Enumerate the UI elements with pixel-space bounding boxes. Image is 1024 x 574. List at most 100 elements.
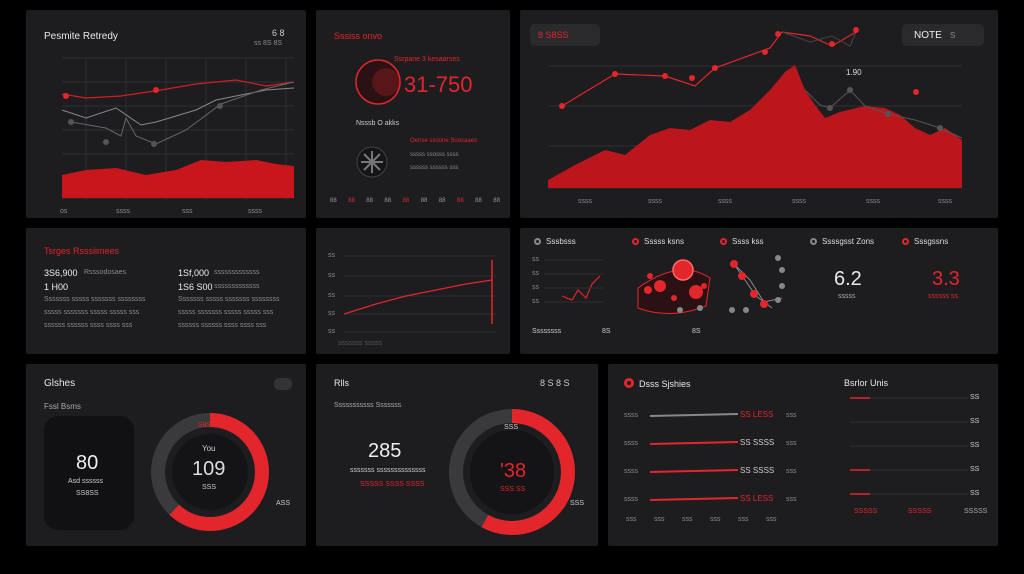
gauge-ring-top: You [202,444,216,453]
units-x-label: SSSSS [854,508,878,515]
record-icon [624,378,634,388]
kpi-legend-label: Sssbsss [546,237,576,246]
toolbar-button[interactable]: 88 [366,198,373,204]
gauges-title: Glshes [44,378,76,389]
notes-sub: S [950,31,956,40]
series-lines [649,397,968,501]
score-value-tag: SSSSS SSSS SSSS [360,481,425,488]
units-title: Bsrlor Unis [844,378,889,388]
trend-panel: ss ss ss ss ss sssssss sssss [316,228,510,354]
kpi1-value: 6.2 [834,268,862,290]
kpi-mini-charts [544,255,785,315]
series-title-row: Dsss Sjshies [624,378,691,389]
metrics-big-label: Ssrpane 3 kesaarses [394,56,460,63]
metrics-toolbar: 88 88 88 88 88 88 88 88 88 88 [330,198,500,204]
score-value: 285 [368,440,402,462]
score-controls[interactable]: 8 S 8 S [540,378,570,388]
series-row-label: ssss [624,440,638,447]
metrics-panel: Sssiss onvo Ssrpane 3 kesaarses 31-750 N… [316,10,510,218]
series-x-label: sss [738,516,749,523]
main-tab[interactable]: 8 S8SS [530,24,600,46]
score-side-label: SSS [570,500,585,507]
kpi-legend-item[interactable]: Sssgssns [902,237,948,246]
metrics-title: Sssiss onvo [334,31,383,41]
score-panel: Rlls 8 S 8 S Sssssssssss Sssssss 285 sss… [316,364,598,546]
kpi-panel: Sssbsss Sssss ksns Ssss kss Ssssgsst Zon… [520,228,998,354]
toolbar-button[interactable]: 88 [330,198,337,204]
kpi-legend-item[interactable]: Ssss kss [720,237,764,246]
notes-button[interactable]: NOTE S [902,24,984,46]
toolbar-button[interactable]: 88 [420,198,428,204]
revenue-panel: Pesmite Retredy 6 8 ss 8S 8S os ssss sss… [26,10,306,218]
gauge-ring-sub: SSS [202,484,217,491]
legend-dot-icon [720,238,727,245]
kpi-legend-label: Sssss ksns [644,237,685,246]
gauges-ring [151,413,269,531]
kpi-foot-left: Ssssssss [532,328,562,335]
main-x-label: ssss [938,198,952,205]
gauges-card: 80 Asd ssssss SS8SS [44,416,134,530]
main-annotation: 1.90 [846,68,862,77]
legend-dot-icon [632,238,639,245]
main-tab-label: 8 S8SS [538,30,569,40]
series-row-right: sss [786,496,797,503]
score-ring-sub: SSS SS [500,486,526,493]
series-x-label: sss [626,516,637,523]
toolbar-button[interactable]: 88 [456,198,464,204]
main-x-label: ssss [792,198,806,205]
gauges-panel: Glshes Fssl Bsms 80 Asd ssssss SS8SS You… [26,364,306,546]
kpi-legend-label: Ssss kss [732,237,764,246]
kpi-legend-label: Ssssgsst Zons [822,237,875,246]
score-title: Rlls [334,378,349,388]
targets-label: Rsssodosaes [84,269,127,276]
targets-label: sssssssssssss [214,283,260,290]
toolbar-button[interactable]: 88 [475,198,482,204]
targets-value: 1 H00 [44,282,69,292]
metrics-sub-line: ssssss ssssss sss [410,165,459,171]
score-ring-value: '38 [500,460,527,482]
targets-line: Sssssss sssss sssssss ssssssss [44,296,146,303]
units-row-label: SS [970,394,980,401]
targets-line: sssss sssssss sssss sssss sss [178,309,274,316]
toolbar-button[interactable]: 88 [402,198,410,204]
units-x-label: SSSSS [964,508,988,515]
kpi2-sub: ssssss ss [928,293,958,300]
toolbar-button[interactable]: 88 [438,198,446,204]
trend-foot: sssssss sssss [338,340,382,347]
main-x-label: ssss [866,198,880,205]
toolbar-button[interactable]: 88 [493,198,500,204]
units-row-label: SS [970,466,980,473]
units-row-label: SS [970,442,980,449]
score-ring-top: SSS [504,424,519,431]
kpi-legend-item[interactable]: Ssssgsst Zons [810,237,874,246]
gauges-toggle[interactable] [274,378,292,390]
kpi-legend-item[interactable]: Sssbsss [534,237,576,246]
series-x-label: sss [654,516,665,523]
metrics-big-value: 31-750 [404,72,473,97]
series-row-label: ssss [624,412,638,419]
kpi-mini-y: ss [532,256,539,263]
revenue-controls[interactable]: 6 8 [272,28,285,38]
metrics-sub-label: Nsssb O akks [356,120,400,127]
metrics-sub-line: Oense ssoone Soosaaes [410,138,478,144]
targets-line: ssssss ssssss ssss ssss sss [178,322,267,329]
main-x-label: ssss [578,198,592,205]
score-ring [449,409,575,535]
kpi1-sub: sssss [838,293,856,300]
revenue-x-label: ssss [116,208,130,215]
legend-dot-icon [534,238,541,245]
units-row-label: SS [970,490,980,497]
revenue-chart [61,57,295,200]
toolbar-button[interactable]: 88 [348,198,355,204]
series-title: Dsss Sjshies [639,379,691,389]
series-row-label: ssss [624,496,638,503]
kpi-legend-item[interactable]: Sssss ksns [632,237,684,246]
trend-y-label: ss [328,272,335,279]
targets-line: Sssssss sssss sssssss ssssssss [178,296,280,303]
series-row-value: SS LESS [740,410,774,419]
targets-label: sssssssssssss [214,269,260,276]
units-x-label: SSSSS [908,508,932,515]
toolbar-button[interactable]: 88 [384,198,392,204]
gauge-ring-tag: S8S SS [198,422,223,429]
legend-dot-icon [810,238,817,245]
